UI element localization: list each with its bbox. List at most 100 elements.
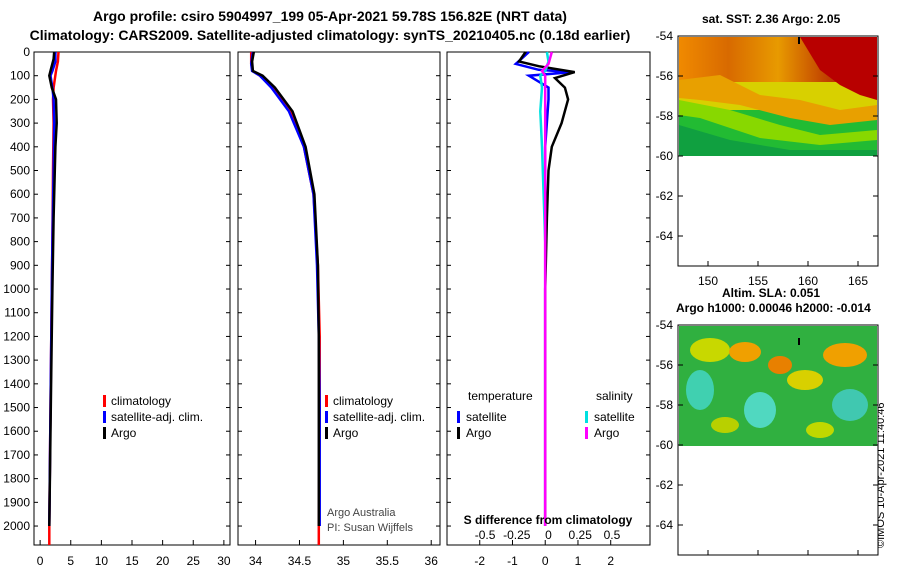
diff-legend-label: Argo xyxy=(594,426,620,440)
title-line-2: Climatology: CARS2009. Satellite-adjuste… xyxy=(29,27,631,43)
sla-map-yellow-2 xyxy=(787,370,823,390)
temperature-profile-ytick-label: 1100 xyxy=(4,306,30,320)
temperature-profile-frame xyxy=(33,51,231,546)
salinity-profile-legend-label: satellite-adj. clim. xyxy=(333,410,425,424)
temperature-profile-ytick-label: 1500 xyxy=(3,401,30,415)
temperature-profile-ytick-label: 900 xyxy=(10,258,30,272)
sla-map-ytick-label: -56 xyxy=(656,358,674,372)
diff-legend-label: satellite xyxy=(594,410,635,424)
sla-map-ytick-label: -54 xyxy=(656,318,674,332)
diff-legend-title-temperature: temperature xyxy=(468,389,533,403)
salinity-profile-series-satellite-adj-clim- xyxy=(249,51,321,526)
temperature-profile-series-argo xyxy=(48,51,58,527)
sst-map-xtick-label: 155 xyxy=(748,274,768,288)
diff-legend-swatch xyxy=(585,427,588,439)
temperature-profile-legend-label: climatology xyxy=(111,394,171,408)
salinity-profile-legend-swatch xyxy=(325,411,328,423)
diff-legend-label: Argo xyxy=(466,426,492,440)
sst-map-dark-green xyxy=(679,125,877,156)
salinity-profile-frame xyxy=(237,51,441,546)
sla-map-ytick-label: -60 xyxy=(656,438,674,452)
temperature-profile-legend-label: Argo xyxy=(111,426,137,440)
salinity-profile-xtick-label: 35 xyxy=(337,554,351,568)
temperature-profile-legend-swatch xyxy=(103,395,106,407)
diff-salinity-tick-label: -0.25 xyxy=(503,528,531,542)
diff-legend-swatch xyxy=(457,411,460,423)
salinity-profile-xtick-label: 36 xyxy=(425,554,439,568)
temperature-profile-ytick-label: 1000 xyxy=(3,282,30,296)
salinity-profile-series-climatology xyxy=(249,52,321,545)
sst-map-ytick-label: -54 xyxy=(656,29,674,43)
temperature-profile-ytick-label: 1600 xyxy=(3,424,30,438)
sla-map-orange-2 xyxy=(768,356,792,374)
sst-map-xtick-label: 150 xyxy=(698,274,718,288)
temperature-profile-ytick-label: 800 xyxy=(10,235,30,249)
sla-map-cyan-1 xyxy=(686,370,714,410)
sla-map-title: Altim. SLA: 0.051 xyxy=(722,286,821,300)
temperature-profile-ytick-label: 1200 xyxy=(3,329,30,343)
difference-from-climatology-series-salinity-argo xyxy=(540,51,554,526)
sst-map-red-patch xyxy=(800,37,877,100)
temperature-profile-xtick-label: 0 xyxy=(37,554,44,568)
temperature-profile-ytick-label: 200 xyxy=(10,92,30,106)
diff-legend-swatch xyxy=(585,411,588,423)
diff-salinity-tick-label: -0.5 xyxy=(475,528,496,542)
temperature-profile-xtick-label: 25 xyxy=(187,554,201,568)
sla-map-yellow-3 xyxy=(711,417,739,433)
temperature-profile-xtick-label: 15 xyxy=(125,554,139,568)
sst-map-ytick-label: -56 xyxy=(656,69,674,83)
difference-from-climatology-xtick-label: 0 xyxy=(542,554,549,568)
difference-from-climatology-xtick-label: 2 xyxy=(607,554,614,568)
salinity-profile-xtick-label: 34.5 xyxy=(288,554,312,568)
temperature-profile-ytick-label: 0 xyxy=(23,45,30,59)
salinity-profile-legend-swatch xyxy=(325,395,328,407)
temperature-profile-ytick-label: 100 xyxy=(10,69,30,83)
temperature-profile-ytick-label: 2000 xyxy=(3,519,30,533)
sla-map xyxy=(677,324,879,556)
temperature-profile-legend-swatch xyxy=(103,427,106,439)
salinity-profile-xtick-label: 34 xyxy=(249,554,263,568)
sla-map-ytick-label: -62 xyxy=(656,478,674,492)
sst-map-orange-tongue xyxy=(679,75,877,125)
sst-map xyxy=(677,35,879,267)
temperature-profile-ytick-label: 600 xyxy=(10,187,30,201)
diff-salinity-tick-label: 0 xyxy=(545,528,552,542)
temperature-profile-ytick-label: 1900 xyxy=(3,495,30,509)
temperature-profile-ytick-label: 1800 xyxy=(3,472,30,486)
sla-map-ytick-label: -64 xyxy=(656,518,674,532)
temperature-profile-legend-swatch xyxy=(103,411,106,423)
sst-map-xtick-label: 165 xyxy=(848,274,868,288)
temperature-profile-ytick-label: 400 xyxy=(10,140,30,154)
diff-xlabel: S difference from climatology xyxy=(464,513,633,527)
sla-map-cyan-3 xyxy=(832,389,868,421)
temperature-profile-xtick-label: 30 xyxy=(217,554,231,568)
temperature-profile-ytick-label: 1700 xyxy=(3,448,30,462)
sla-map-orange-3 xyxy=(823,343,867,367)
salinity-profile-xtick-label: 35.5 xyxy=(376,554,400,568)
sst-map-no-data xyxy=(679,156,877,265)
sla-map-cyan-2 xyxy=(744,392,776,428)
sst-map-ytick-label: -60 xyxy=(656,149,674,163)
diff-legend-label: satellite xyxy=(466,410,507,424)
temperature-profile-ytick-label: 500 xyxy=(10,164,30,178)
difference-from-climatology-xtick-label: 1 xyxy=(575,554,582,568)
difference-from-climatology-xtick-label: -2 xyxy=(474,554,485,568)
diff-salinity-tick-label: 0.5 xyxy=(604,528,621,542)
temperature-profile-xtick-label: 5 xyxy=(67,554,74,568)
difference-from-climatology-frame xyxy=(446,51,651,546)
temperature-profile-ytick-label: 300 xyxy=(10,116,30,130)
salinity-profile-legend-label: climatology xyxy=(333,394,393,408)
title-line-1: Argo profile: csiro 5904997_199 05-Apr-2… xyxy=(93,8,567,24)
sst-map-ytick-label: -64 xyxy=(656,229,674,243)
salinity-profile-legend-label: Argo xyxy=(333,426,359,440)
temperature-profile-ytick-label: 700 xyxy=(10,211,30,225)
difference-from-climatology-xtick-label: -1 xyxy=(507,554,518,568)
diff-legend-swatch xyxy=(457,427,460,439)
sla-map-orange-1 xyxy=(729,342,761,362)
sst-map-title: sat. SST: 2.36 Argo: 2.05 xyxy=(702,12,841,26)
sst-map-ytick-label: -58 xyxy=(656,109,674,123)
salinity-profile-legend-swatch xyxy=(325,427,328,439)
sst-map-xtick-label: 160 xyxy=(798,274,818,288)
temperature-profile-legend-label: satellite-adj. clim. xyxy=(111,410,203,424)
sla-map-no-data xyxy=(679,446,877,554)
